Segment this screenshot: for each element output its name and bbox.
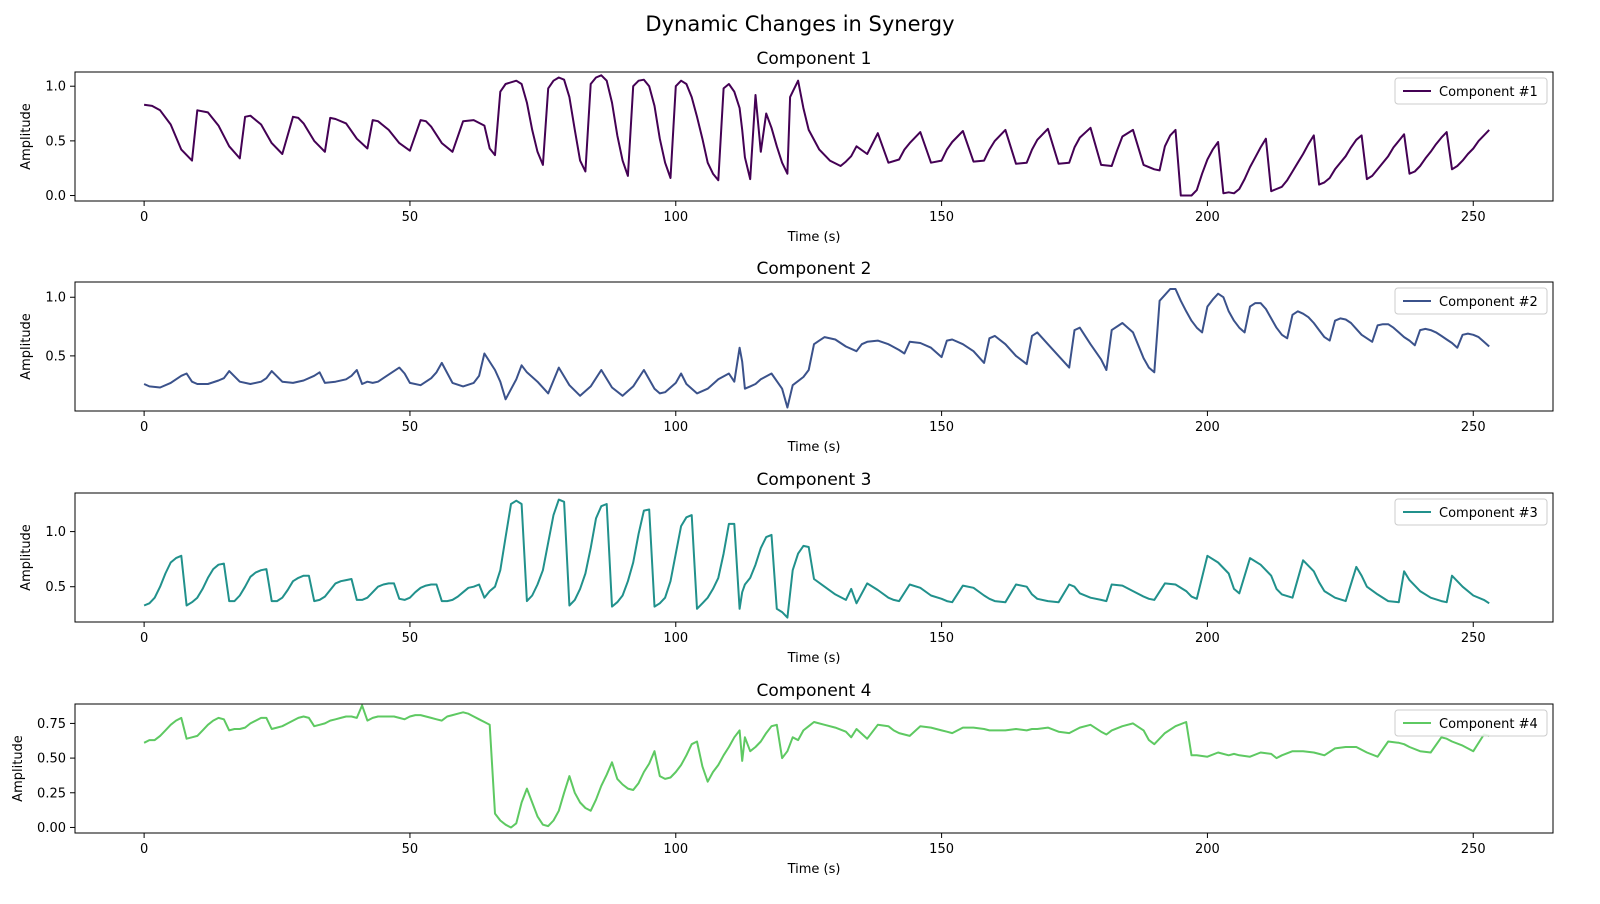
x-tick-label: 100: [663, 631, 688, 646]
x-tick-label: 0: [140, 842, 148, 857]
y-tick-label: 0.00: [37, 821, 66, 836]
subplot-title: Component 3: [757, 470, 872, 490]
subplot-2: Component 2 0 50 100 150 200 250 0.5 1.0 Time (s)…: [19, 259, 1554, 455]
x-tick-label: 100: [663, 420, 688, 435]
legend: Component #1: [1394, 77, 1548, 105]
x-tick-label: 150: [929, 210, 954, 225]
y-tick-label: 0.50: [37, 752, 66, 767]
legend-box: [1394, 77, 1548, 105]
x-tick-label: 100: [663, 210, 688, 225]
legend-label: Component #2: [1439, 295, 1538, 310]
y-axis-label: Amplitude: [19, 313, 34, 380]
legend-label: Component #3: [1439, 506, 1538, 521]
legend-box: [1394, 287, 1548, 315]
y-tick-label: 1.0: [45, 525, 66, 540]
x-tick-label: 250: [1461, 842, 1486, 857]
x-tick-label: 200: [1195, 631, 1220, 646]
x-axis-label: Time (s): [787, 651, 841, 666]
x-tick-label: 150: [929, 842, 954, 857]
legend-label: Component #1: [1439, 85, 1538, 100]
series-line-component-3: [143, 498, 1490, 619]
x-tick-label: 150: [929, 631, 954, 646]
y-tick-label: 1.0: [45, 291, 66, 306]
x-axis-label: Time (s): [787, 230, 841, 245]
x-tick-label: 200: [1195, 420, 1220, 435]
legend: Component #2: [1394, 287, 1548, 315]
x-tick-label: 100: [663, 842, 688, 857]
x-tick-label: 200: [1195, 210, 1220, 225]
x-tick-label: 0: [140, 631, 148, 646]
plot-frame: [74, 492, 1554, 623]
x-tick-label: 50: [402, 631, 419, 646]
x-tick-label: 0: [140, 210, 148, 225]
x-tick-label: 150: [929, 420, 954, 435]
y-tick-label: 0.5: [45, 134, 66, 149]
figure-title: Dynamic Changes in Synergy: [645, 12, 955, 36]
legend: Component #3: [1394, 498, 1548, 526]
subplot-3: Component 3 0 50 100 150 200 250 0.5 1.0 Time (s)…: [19, 470, 1554, 666]
x-tick-label: 250: [1461, 210, 1486, 225]
plot-frame: [74, 71, 1554, 202]
y-axis-label: Amplitude: [19, 524, 34, 591]
subplot-1: Component 1 0 50 100 150 200 250 0.0 0.5 1.0 Time …: [19, 49, 1554, 245]
subplot-title: Component 1: [757, 49, 872, 69]
legend-label: Component #4: [1439, 717, 1538, 732]
series-line-component-4: [143, 704, 1490, 829]
y-axis-label: Amplitude: [19, 103, 34, 170]
x-tick-label: 50: [402, 210, 419, 225]
y-tick-label: 0.75: [37, 717, 66, 732]
x-tick-label: 250: [1461, 631, 1486, 646]
subplot-title: Component 2: [757, 259, 872, 279]
x-tick-label: 200: [1195, 842, 1220, 857]
x-tick-label: 50: [402, 420, 419, 435]
y-tick-label: 1.0: [45, 80, 66, 95]
series-line-component-1: [143, 74, 1490, 197]
x-tick-label: 0: [140, 420, 148, 435]
legend: Component #4: [1394, 709, 1548, 737]
legend-box: [1394, 498, 1548, 526]
plot-frame: [74, 281, 1554, 412]
y-tick-label: 0.5: [45, 349, 66, 364]
y-axis-label: Amplitude: [11, 735, 26, 802]
plot-frame: [74, 703, 1554, 834]
subplot-title: Component 4: [757, 681, 872, 701]
y-tick-label: 0.0: [45, 189, 66, 204]
x-tick-label: 250: [1461, 420, 1486, 435]
y-tick-label: 0.5: [45, 580, 66, 595]
series-line-component-2: [143, 288, 1490, 409]
subplot-4: Component 4 0 50 100 150 200 250 0.00 0.25 0.50 0.…: [11, 681, 1554, 877]
y-tick-label: 0.25: [37, 786, 66, 801]
x-axis-label: Time (s): [787, 440, 841, 455]
x-tick-label: 50: [402, 842, 419, 857]
x-axis-label: Time (s): [787, 862, 841, 877]
legend-box: [1394, 709, 1548, 737]
